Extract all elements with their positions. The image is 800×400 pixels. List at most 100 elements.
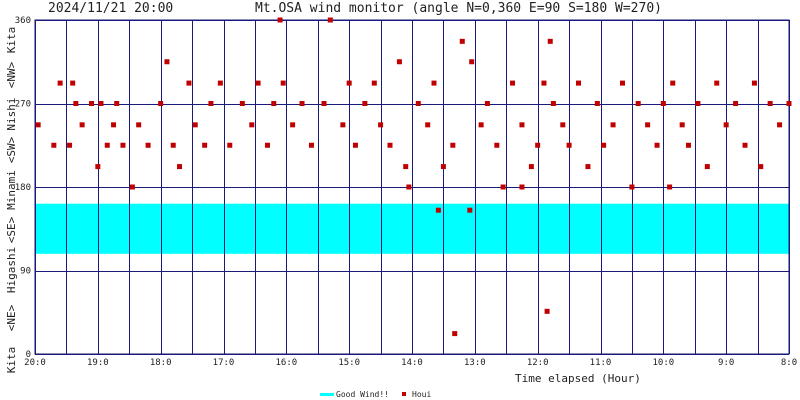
x-axis-label: Time elapsed (Hour) [515,372,641,385]
houi-point [308,142,314,148]
houi-point [177,164,183,170]
houi-point [362,101,368,106]
houi-point [387,142,393,148]
houi-point [271,101,277,106]
houi-point [467,207,473,213]
houi-point [111,122,117,128]
houi-point [742,142,748,148]
legend-swatch-good-wind [320,393,334,396]
houi-point [751,80,757,86]
houi-point [777,122,783,128]
left-label-nishi: Nishi [5,97,18,130]
houi-point [670,80,676,86]
houi-point [576,80,582,86]
houi-point [494,142,500,148]
houi-point [327,17,333,23]
houi-point [346,80,352,86]
houi-point [459,38,465,44]
x-tick-label: 11:0 [590,358,612,368]
houi-point [629,184,635,190]
houi-point [528,164,534,170]
houi-point [98,101,104,106]
left-axis-labels: Kita <NW> Nishi <SW> Minami <SE> Higashi… [5,27,18,374]
houi-point [685,142,691,148]
houi-point [264,142,270,148]
houi-point [79,122,85,128]
houi-point [51,142,57,148]
x-tick-label: 12:0 [527,358,549,368]
header-datetime: 2024/11/21 20:00 [48,1,173,16]
houi-point [164,59,170,65]
houi-point [192,122,198,128]
houi-point [469,59,475,65]
houi-point [89,101,95,106]
left-label-kita-top: Kita [5,27,18,54]
houi-point [136,122,142,128]
houi-point [239,101,245,106]
x-tick-label: 18:0 [150,358,172,368]
houi-point [290,122,296,128]
houi-point [129,184,135,190]
houi-point [435,207,441,213]
houi-point [478,122,484,128]
x-tick-label: 14:0 [401,358,423,368]
legend-label-houi: Houi [412,390,431,399]
legend-label-good-wind: Good Wind!! [336,390,389,399]
houi-point [299,101,305,106]
houi-point [601,142,607,148]
x-tick-label: 8:0 [781,358,797,368]
houi-point [500,184,506,190]
chart-title: Mt.OSA wind monitor (angle N=0,360 E=90 … [255,1,662,16]
left-label-higashi: Higashi [5,247,18,293]
houi-point [170,142,176,148]
left-label-kita-bottom: Kita [5,347,18,374]
houi-point [660,101,666,106]
houi-point [67,142,73,148]
left-label-ne: <NE> [5,304,18,331]
houi-point [277,17,283,23]
houi-point [560,122,566,128]
x-tick-label: 19:0 [87,358,109,368]
houi-point [519,184,525,190]
houi-point [145,142,151,148]
left-label-se: <SE> [5,216,18,243]
houi-point [547,38,553,44]
houi-point [340,122,346,128]
houi-point [610,122,616,128]
houi-point [654,142,660,148]
houi-point [321,101,327,106]
houi-point [566,142,572,148]
houi-point [544,308,550,314]
x-tick-label: 20:0 [24,358,46,368]
x-tick-label: 13:0 [464,358,486,368]
houi-point [95,164,101,170]
houi-point [352,142,358,148]
houi-point [255,80,261,86]
houi-point [440,164,446,170]
x-tick-label: 17:0 [213,358,235,368]
houi-point [57,80,63,86]
houi-point [594,101,600,106]
houi-point [371,80,377,86]
houi-point [704,164,710,170]
houi-point [280,80,286,86]
houi-point [619,80,625,86]
houi-point [535,142,541,148]
houi-point [767,101,773,106]
houi-point [431,80,437,86]
houi-point [249,122,255,128]
houi-point [202,142,208,148]
houi-point [35,122,41,128]
houi-point [73,101,79,106]
houi-point [70,80,76,86]
houi-point [158,101,164,106]
houi-point [452,331,458,337]
houi-point [104,142,110,148]
x-tick-label: 16:0 [275,358,297,368]
houi-point [550,101,556,106]
houi-points [35,17,792,337]
x-tick-label: 15:0 [338,358,360,368]
y-tick-label: 270 [15,100,31,110]
houi-point [403,164,409,170]
